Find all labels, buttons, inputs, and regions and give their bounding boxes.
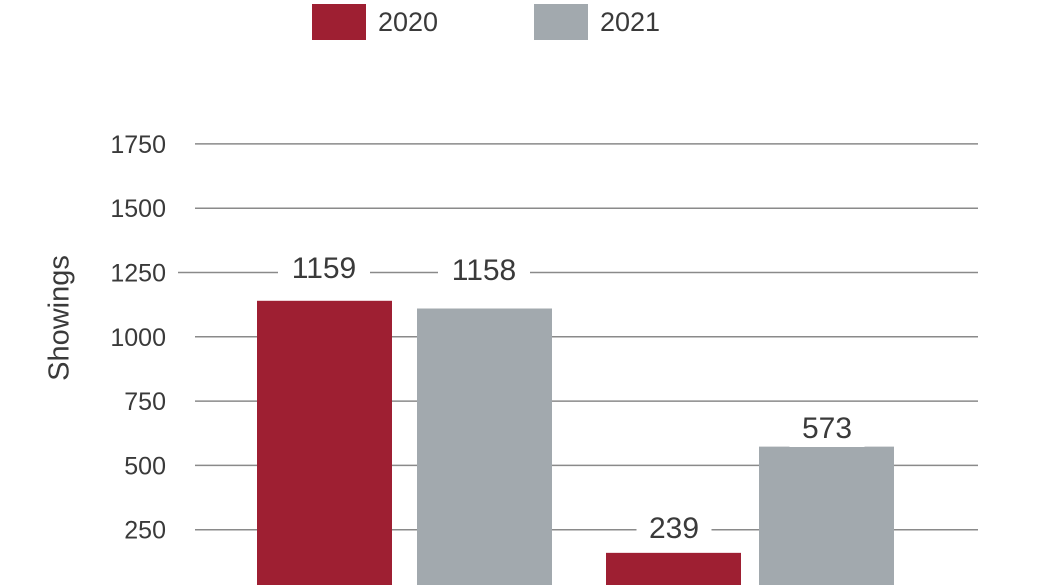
y-tick-label-1500: 1500 <box>110 195 166 223</box>
value-label-2020-group-1: 1159 <box>292 252 357 285</box>
legend-swatch-2021 <box>534 4 588 40</box>
bar-2020-group-1 <box>257 300 392 585</box>
legend-label-2020: 2020 <box>378 7 439 37</box>
y-tick-label-1000: 1000 <box>110 324 166 352</box>
value-label-background <box>438 253 530 289</box>
y-tick-label-1750: 1750 <box>110 131 166 159</box>
y-tick-label-500: 500 <box>124 452 166 480</box>
bar-2021-group-1 <box>417 308 552 585</box>
value-label-background <box>278 251 370 287</box>
y-tick-label-0: 0 <box>152 581 166 585</box>
y-tick-label-250: 250 <box>124 517 166 545</box>
value-label-background <box>789 411 865 447</box>
bar-2020-group-2 <box>606 552 741 585</box>
value-label-background <box>636 511 712 547</box>
legend: 2020 2021 <box>0 4 1040 44</box>
legend-swatch-2020 <box>312 4 366 40</box>
value-label-2021-group-1: 1158 <box>452 254 517 287</box>
bar-2021-group-2 <box>759 446 894 585</box>
value-label-2020-group-2: 239 <box>649 512 699 545</box>
y-tick-label-1250: 1250 <box>110 260 166 288</box>
legend-label-2021: 2021 <box>600 7 661 37</box>
y-tick-label-750: 750 <box>124 388 166 416</box>
value-label-2021-group-2: 573 <box>802 412 852 445</box>
